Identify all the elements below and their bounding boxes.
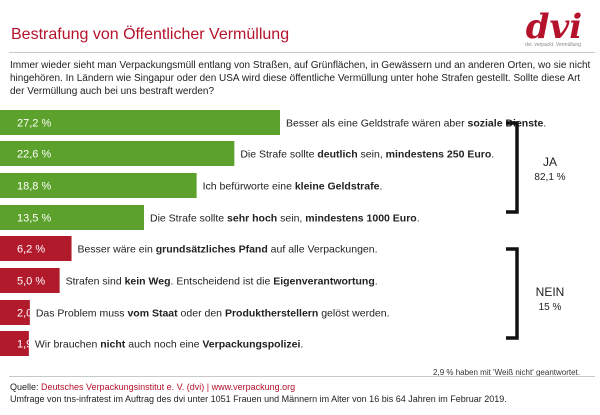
group-name-1: JA	[543, 155, 557, 169]
bar-category-label-6: Strafen sind kein Weg. Entscheidend ist …	[66, 276, 378, 288]
logo-mark: dvi	[526, 8, 582, 47]
source-prefix: Quelle:	[10, 382, 42, 392]
bar-category-label-8: Wir brauchen nicht auch noch eine Verpac…	[35, 339, 303, 351]
source-line2: Umfrage von tns-infratest im Auftrag des…	[10, 394, 507, 404]
bar-category-label-4: Die Strafe sollte sehr hoch sein, mindes…	[150, 213, 420, 225]
bar-1	[0, 110, 280, 135]
bar-value-label-7: 2,0 %	[17, 308, 45, 320]
bar-5	[0, 236, 72, 261]
bar-value-label-1: 27,2 %	[17, 118, 51, 130]
page-title: Bestrafung von Öffentlicher Vermüllung	[11, 26, 290, 43]
group-value-1: 82,1 %	[534, 172, 565, 183]
logo-subtitle: dvi. verpackt. Vermüllung	[525, 42, 581, 48]
source-block: Quelle: Deutsches Verpackungsinstitut e.…	[10, 381, 507, 405]
bar-value-label-5: 6,2 %	[17, 244, 45, 256]
divider-bottom	[9, 376, 595, 377]
bar-value-label-3: 18,8 %	[17, 181, 51, 193]
bar-category-label-5: Besser wäre ein grundsätzliches Pfand au…	[78, 244, 378, 256]
group-value-2: 15 %	[539, 302, 562, 313]
bar-7	[0, 300, 30, 325]
bar-3	[0, 173, 197, 198]
bar-8	[0, 331, 29, 356]
bar-value-label-8: 1,9 %	[17, 339, 45, 351]
bar-2	[0, 141, 235, 166]
bar-value-label-4: 13,5 %	[17, 213, 51, 225]
dvi-logo: dvi	[526, 8, 582, 47]
footnote: 2,9 % haben mit 'Weiß nicht' geantwortet…	[433, 368, 580, 377]
divider-top	[9, 52, 595, 53]
intro-text: Immer wieder sieht man Verpackungsmüll e…	[10, 60, 591, 97]
group-name-2: NEIN	[536, 285, 565, 299]
bar-category-label-2: Die Strafe sollte deutlich sein, mindest…	[240, 149, 494, 161]
bar-category-label-7: Das Problem muss vom Staat oder den Prod…	[36, 308, 390, 320]
bar-6	[0, 268, 60, 293]
group-bracket-1	[506, 121, 519, 214]
bar-4	[0, 205, 145, 230]
bar-value-label-2: 22,6 %	[17, 149, 51, 161]
bar-category-label-1: Besser als eine Geldstrafe wären aber so…	[286, 118, 546, 130]
source-link[interactable]: Deutsches Verpackungsinstitut e. V. (dvi…	[41, 382, 296, 392]
bar-value-label-6: 5,0 %	[17, 276, 45, 288]
group-bracket-2	[506, 247, 519, 340]
bar-category-label-3: Ich befürworte eine kleine Geldstrafe.	[203, 181, 383, 193]
